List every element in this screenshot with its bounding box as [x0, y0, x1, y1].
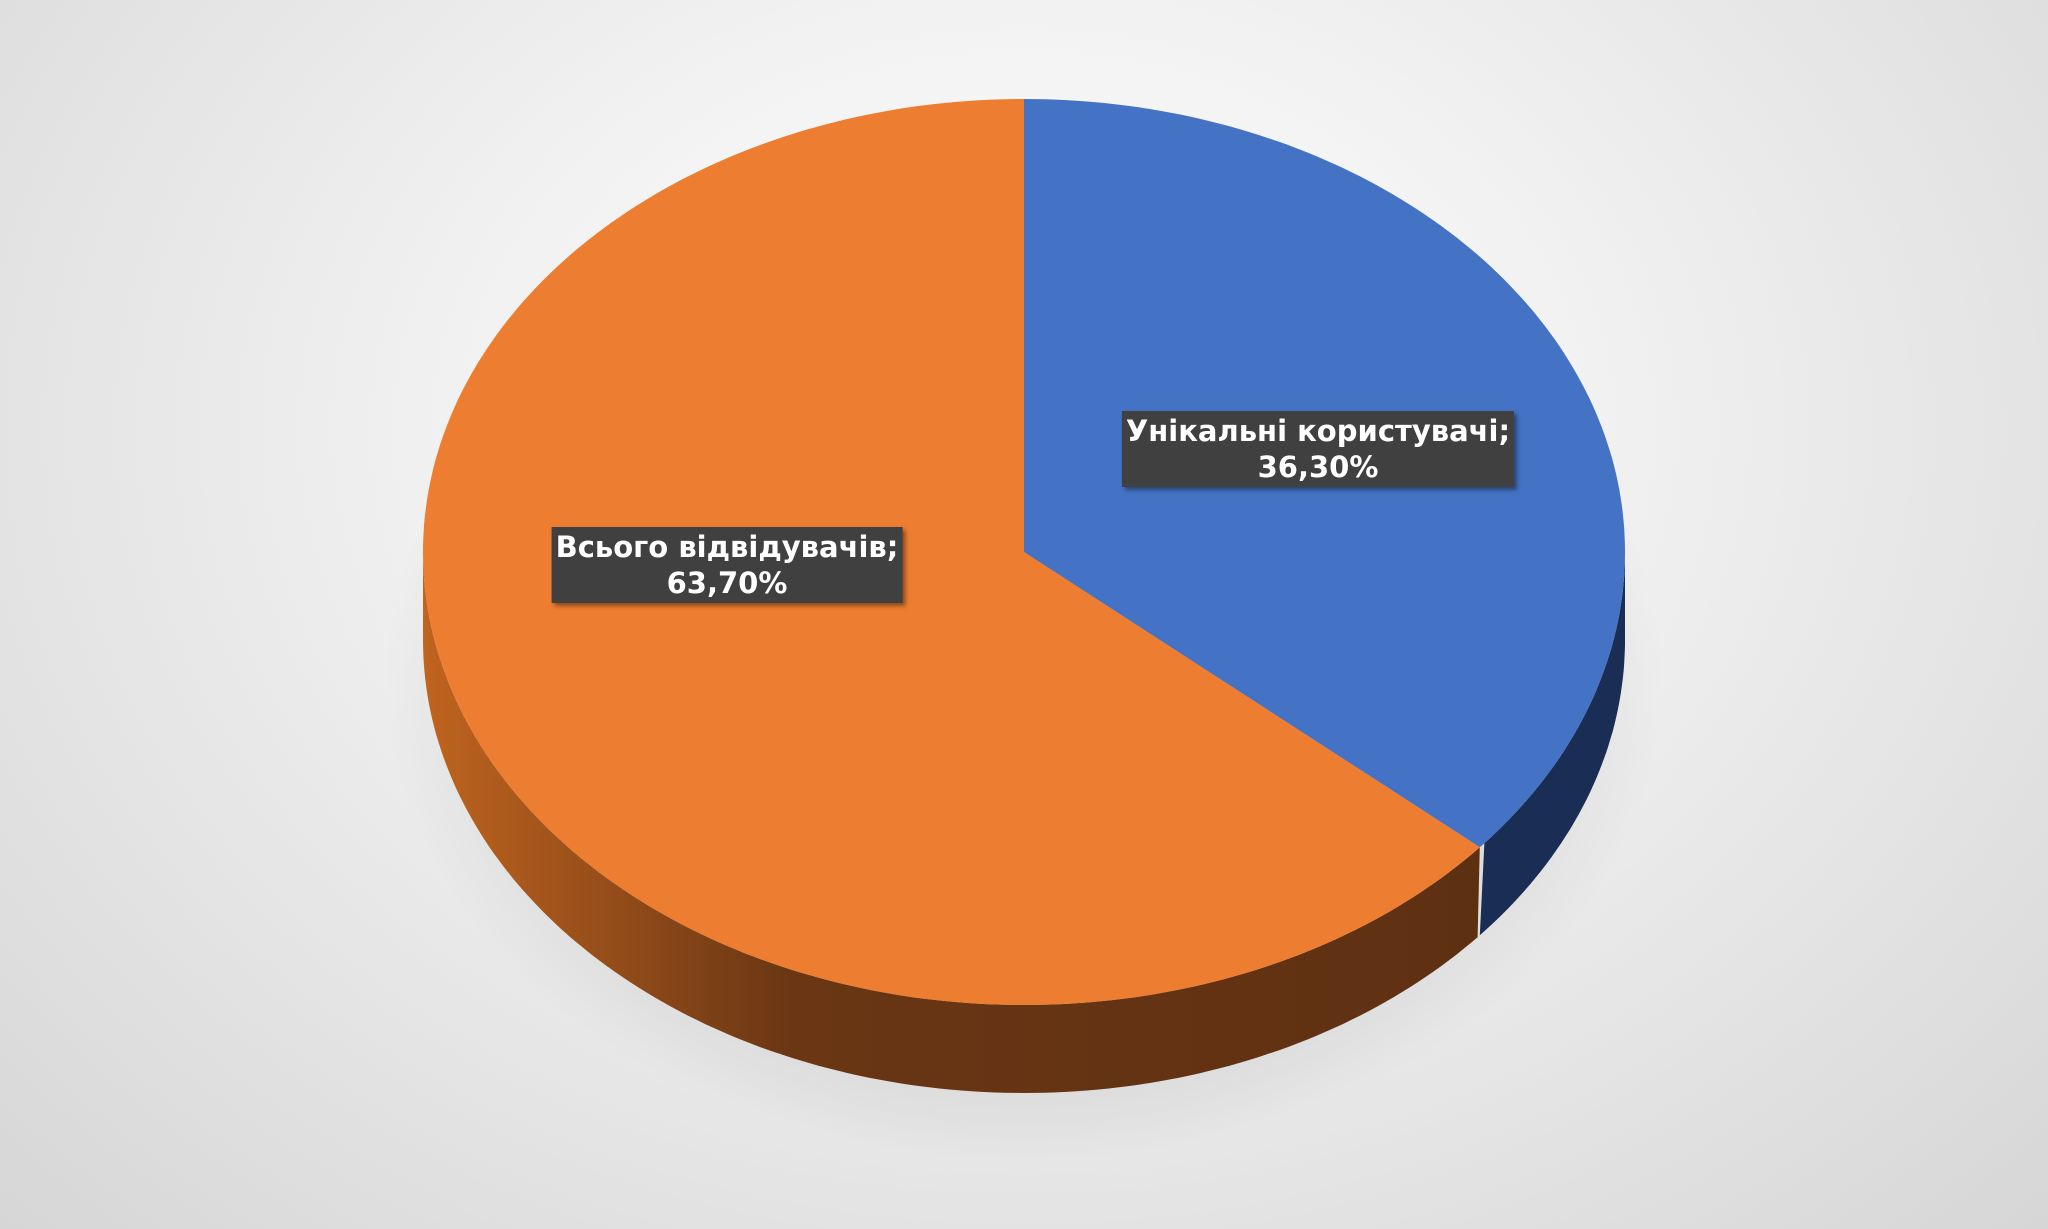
pie-slice-side-1 [423, 554, 1480, 1093]
data-label-name: Унікальні користувачі [1125, 414, 1499, 448]
pie-slice-1[interactable] [423, 99, 1480, 1005]
data-label-value: 36,30% [1257, 450, 1379, 484]
pie-slice-side-0 [1479, 552, 1625, 936]
data-label-name: Всього відвідувачів [555, 530, 887, 564]
data-label-total-visitors: Всього відвідувачів; 63,70% [551, 527, 903, 603]
data-label-unique-users: Унікальні користувачі; 36,30% [1121, 411, 1515, 487]
data-label-value: 63,70% [666, 566, 788, 600]
